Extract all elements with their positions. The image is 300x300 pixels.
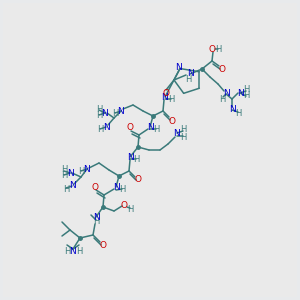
- Text: N: N: [229, 106, 236, 115]
- Text: N: N: [84, 164, 90, 173]
- Text: O: O: [218, 64, 226, 74]
- Text: H: H: [61, 172, 67, 181]
- Text: H: H: [215, 44, 221, 53]
- Text: H: H: [61, 166, 67, 175]
- Text: N: N: [174, 130, 180, 139]
- Text: H: H: [96, 112, 102, 121]
- Text: H: H: [63, 184, 69, 194]
- Text: H: H: [243, 85, 249, 94]
- Text: N: N: [103, 122, 110, 131]
- Text: H: H: [168, 95, 174, 104]
- Text: H: H: [235, 109, 241, 118]
- Text: O: O: [121, 202, 128, 211]
- Text: H: H: [219, 94, 225, 103]
- Text: N: N: [147, 122, 153, 131]
- Text: O: O: [127, 124, 134, 133]
- Text: N: N: [118, 106, 124, 116]
- Text: N: N: [93, 212, 99, 221]
- Text: H: H: [243, 92, 249, 100]
- Text: N: N: [112, 182, 119, 191]
- Text: O: O: [169, 116, 176, 125]
- Text: H: H: [112, 110, 118, 118]
- Text: O: O: [134, 176, 142, 184]
- Text: N: N: [69, 182, 75, 190]
- Text: H: H: [127, 205, 133, 214]
- Text: H: H: [93, 217, 99, 226]
- FancyBboxPatch shape: [3, 3, 297, 297]
- Text: H: H: [180, 125, 186, 134]
- Text: O: O: [92, 182, 98, 191]
- Text: N: N: [223, 89, 230, 98]
- Text: N: N: [70, 248, 76, 256]
- Text: N: N: [162, 92, 168, 101]
- Text: O: O: [163, 88, 170, 98]
- Text: H: H: [133, 155, 139, 164]
- Text: O: O: [100, 241, 106, 250]
- Text: N: N: [187, 70, 194, 79]
- Text: H: H: [78, 167, 84, 176]
- Text: H: H: [97, 125, 103, 134]
- Text: H: H: [119, 185, 125, 194]
- Text: N: N: [237, 88, 243, 98]
- Text: N: N: [176, 63, 182, 72]
- Text: N: N: [67, 169, 73, 178]
- Text: H: H: [76, 248, 82, 256]
- Text: H: H: [64, 248, 70, 256]
- Text: H: H: [180, 133, 186, 142]
- Text: N: N: [127, 152, 134, 161]
- Text: N: N: [102, 109, 108, 118]
- Text: O: O: [208, 44, 215, 53]
- Text: H: H: [185, 74, 191, 83]
- Text: H: H: [153, 125, 159, 134]
- Text: H: H: [96, 104, 102, 113]
